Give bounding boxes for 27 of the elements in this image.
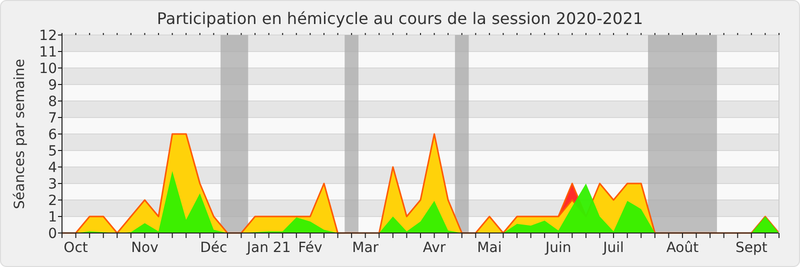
y-tick-label: 4: [48, 160, 58, 176]
x-tick-label: Avr: [422, 240, 446, 256]
y-tick-label: 1: [48, 209, 57, 226]
y-tick-label: 10: [39, 60, 57, 77]
y-tick-label: 6: [48, 126, 58, 143]
x-tick-label: Nov: [131, 240, 158, 256]
x-tick-label: Juin: [544, 240, 572, 256]
y-tick-label: 7: [48, 110, 57, 126]
y-tick-label: 9: [48, 77, 57, 94]
y-tick-label: 5: [48, 143, 57, 160]
x-tick-label: Fév: [298, 240, 322, 256]
y-tick-label: 8: [48, 94, 57, 110]
x-tick-label: Mar: [352, 240, 379, 256]
x-tick-label: Juil: [602, 240, 624, 256]
x-tick-label: Déc: [200, 240, 228, 256]
y-tick-label: 12: [39, 28, 57, 44]
y-tick-label: 3: [48, 176, 57, 192]
y-axis-title: Séances par semaine: [12, 58, 28, 210]
y-tick-label: 11: [39, 44, 57, 60]
y-tick-label: 0: [48, 226, 57, 242]
x-tick-label: Jan 21: [246, 240, 291, 256]
x-tick-label: Mai: [477, 240, 502, 256]
chart-title: Participation en hémicycle au cours de la session 2020-2021: [156, 9, 644, 28]
y-tick-label: 2: [48, 192, 57, 209]
x-tick-label: Sept: [735, 240, 768, 256]
x-tick-label: Août: [666, 240, 700, 256]
x-tick-label: Oct: [64, 240, 88, 256]
